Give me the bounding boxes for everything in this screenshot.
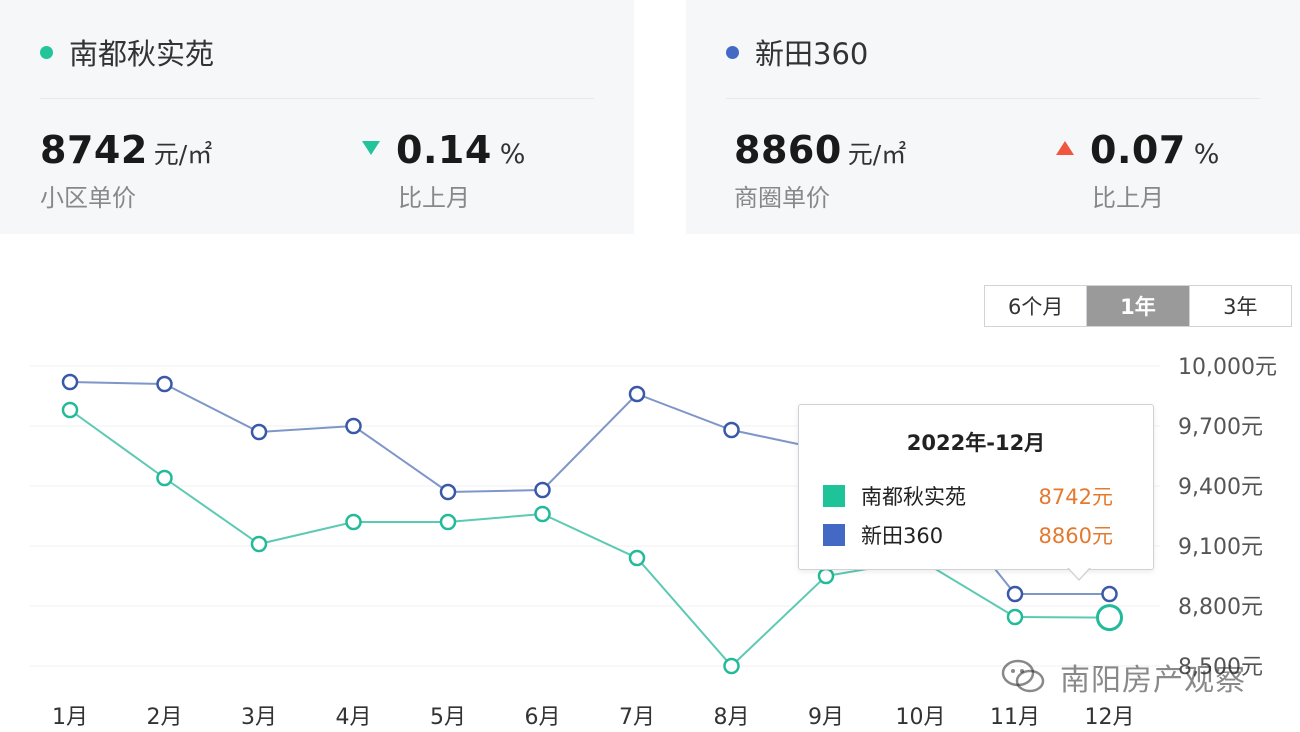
divider bbox=[40, 98, 594, 99]
price-label: 商圈单价 bbox=[734, 184, 830, 212]
card-header: 新田360 bbox=[726, 30, 868, 74]
data-point bbox=[534, 481, 551, 499]
change-label: 比上月 bbox=[398, 184, 470, 212]
price-stat: 8742 元/㎡ 小区单价 bbox=[40, 128, 213, 212]
data-point bbox=[1096, 604, 1123, 632]
tooltip-row: 南都秋实苑 8742元 bbox=[823, 481, 1113, 511]
change-unit: % bbox=[1193, 139, 1220, 170]
y-tick-label: 10,000元 bbox=[1178, 355, 1277, 380]
series-dot-icon bbox=[40, 45, 53, 59]
price-stat: 8860 元/㎡ 商圈单价 bbox=[734, 128, 907, 212]
change-value: 0.07 bbox=[1090, 128, 1186, 172]
y-tick-label: 8,800元 bbox=[1178, 595, 1263, 620]
summary-card-right: 新田360 8860 元/㎡ 商圈单价 0.07% 比上月 bbox=[686, 0, 1300, 234]
data-point bbox=[817, 567, 835, 585]
data-point bbox=[628, 549, 646, 567]
price-label: 小区单价 bbox=[40, 184, 136, 212]
x-tick-label: 3月 bbox=[241, 705, 277, 730]
tooltip-row: 新田360 8860元 bbox=[823, 520, 1113, 550]
data-point bbox=[61, 373, 79, 391]
summary-card-left: 南都秋实苑 8742 元/㎡ 小区单价 0.14% 比上月 bbox=[0, 0, 634, 234]
divider bbox=[726, 98, 1260, 99]
price-value: 8742 bbox=[40, 128, 148, 172]
data-point bbox=[250, 535, 268, 553]
x-tick-label: 7月 bbox=[619, 705, 655, 730]
data-point bbox=[345, 417, 362, 435]
watermark: 南阳房产观察 bbox=[1000, 652, 1246, 702]
data-point bbox=[345, 513, 362, 531]
x-tick-label: 12月 bbox=[1085, 705, 1135, 730]
change-unit: % bbox=[499, 139, 526, 170]
data-point bbox=[250, 423, 268, 441]
arrow-up-icon bbox=[1056, 141, 1074, 155]
data-point bbox=[61, 401, 79, 419]
community-name: 南都秋实苑 bbox=[69, 37, 215, 71]
x-tick-label: 4月 bbox=[336, 705, 372, 730]
y-tick-label: 9,400元 bbox=[1178, 475, 1263, 500]
data-point bbox=[439, 513, 457, 531]
change-stat: 0.14% 比上月 bbox=[362, 128, 526, 212]
change-label: 比上月 bbox=[1092, 184, 1164, 212]
data-point bbox=[1006, 608, 1024, 626]
range-tab-3y[interactable]: 3年 bbox=[1223, 295, 1258, 319]
tooltip-series-value: 8860元 bbox=[1038, 524, 1113, 548]
x-tick-label: 5月 bbox=[430, 705, 466, 730]
change-value: 0.14 bbox=[396, 128, 492, 172]
data-point bbox=[1006, 585, 1024, 603]
y-tick-label: 9,700元 bbox=[1178, 415, 1263, 440]
arrow-down-icon bbox=[362, 141, 380, 155]
wechat-icon bbox=[1001, 659, 1045, 693]
data-point bbox=[534, 505, 551, 523]
x-tick-label: 1月 bbox=[52, 705, 88, 730]
watermark-text: 南阳房产观察 bbox=[1060, 663, 1246, 698]
district-name: 新田360 bbox=[755, 37, 869, 71]
y-tick-label: 9,100元 bbox=[1178, 535, 1263, 560]
price-value: 8860 bbox=[734, 128, 842, 172]
tooltip-series-name: 新田360 bbox=[861, 524, 944, 548]
price-unit: 元/㎡ bbox=[847, 140, 907, 169]
data-point bbox=[156, 375, 173, 393]
data-point bbox=[723, 421, 740, 439]
change-stat: 0.07% 比上月 bbox=[1056, 128, 1220, 212]
x-tick-label: 10月 bbox=[896, 705, 946, 730]
range-tab-1y[interactable]: 1年 bbox=[1087, 286, 1190, 326]
series-dot-icon bbox=[726, 45, 739, 59]
tooltip-series-name: 南都秋实苑 bbox=[861, 485, 966, 509]
legend-swatch-icon bbox=[823, 485, 845, 507]
chart-tooltip: 2022年-12月 南都秋实苑 8742元 新田360 8860元 bbox=[798, 404, 1154, 581]
card-header: 南都秋实苑 bbox=[40, 30, 214, 74]
data-point bbox=[628, 385, 646, 403]
tooltip-pointer bbox=[1067, 567, 1091, 581]
data-point bbox=[439, 483, 457, 501]
y-tick-label: 8,500元 bbox=[1178, 655, 1263, 680]
data-point bbox=[156, 469, 173, 487]
x-tick-label: 9月 bbox=[808, 705, 844, 730]
x-tick-label: 8月 bbox=[714, 705, 750, 730]
legend-swatch-icon bbox=[823, 524, 845, 546]
x-tick-label: 11月 bbox=[990, 705, 1040, 730]
x-tick-label: 6月 bbox=[525, 705, 561, 730]
data-point bbox=[1101, 585, 1118, 603]
range-selector: 6个月 1年 3年 bbox=[984, 285, 1292, 327]
range-tab-6m[interactable]: 6个月 bbox=[985, 286, 1088, 326]
x-tick-label: 2月 bbox=[147, 705, 183, 730]
data-point bbox=[723, 657, 740, 675]
price-unit: 元/㎡ bbox=[153, 140, 213, 169]
tooltip-series-value: 8742元 bbox=[1038, 485, 1113, 509]
tooltip-title: 2022年-12月 bbox=[906, 431, 1046, 455]
